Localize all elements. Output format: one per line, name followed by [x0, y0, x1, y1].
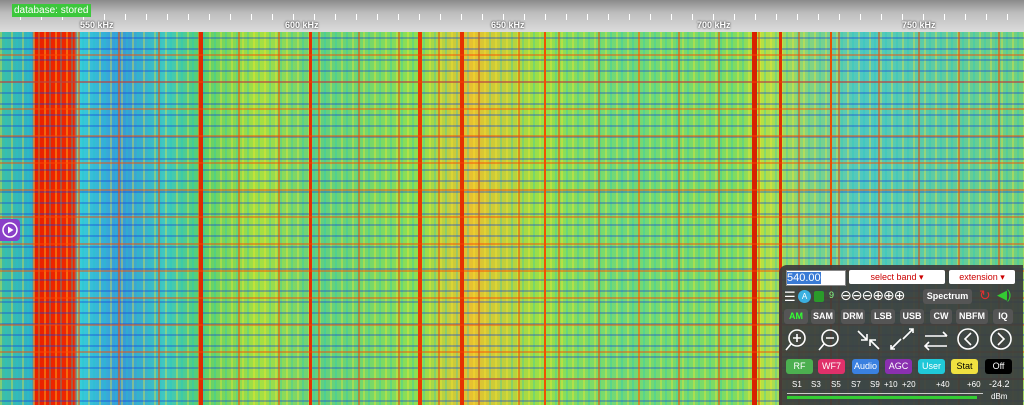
- menu-icon[interactable]: ☰: [784, 289, 796, 304]
- mode-button[interactable]: DRM: [841, 309, 865, 324]
- audio-button[interactable]: Audio: [852, 359, 879, 374]
- frequency-input[interactable]: 540.00: [786, 270, 846, 286]
- smeter-reading: -24.2: [989, 379, 1010, 389]
- mode-button[interactable]: SAM: [811, 309, 835, 324]
- play-icon: [2, 222, 18, 238]
- step-badge: 9: [829, 290, 835, 300]
- smeter-label: +40: [936, 380, 950, 389]
- agc-button[interactable]: AGC: [885, 359, 912, 374]
- mode-button[interactable]: USB: [900, 309, 924, 324]
- zoom-nav-icons[interactable]: [783, 327, 1019, 353]
- mode-button[interactable]: NBFM: [956, 309, 988, 324]
- mode-button[interactable]: CW: [930, 309, 952, 324]
- smeter-bar: [787, 396, 977, 399]
- smeter-label: +20: [902, 380, 916, 389]
- smeter-label: S7: [851, 380, 861, 389]
- frequency-label: 550 kHz: [80, 20, 114, 30]
- user-button[interactable]: User: [918, 359, 945, 374]
- frequency-label: 700 kHz: [697, 20, 731, 30]
- extension-select[interactable]: extension ▾: [949, 270, 1015, 284]
- off-button[interactable]: Off: [985, 359, 1012, 374]
- stat-button[interactable]: Stat: [951, 359, 978, 374]
- step-icon[interactable]: [814, 291, 824, 302]
- reload-icon[interactable]: ↻: [979, 287, 991, 303]
- control-panel: 540.00 select band ▾ extension ▾ ☰ A 9 ⊖…: [779, 265, 1023, 405]
- frequency-value: 540.00: [787, 272, 821, 284]
- mode-button[interactable]: IQ: [993, 309, 1013, 324]
- extension-select-text: extension: [959, 272, 998, 282]
- smeter-label: S5: [831, 380, 841, 389]
- mode-button[interactable]: LSB: [871, 309, 895, 324]
- spectrum-button[interactable]: Spectrum: [923, 289, 972, 304]
- smeter-label: +10: [884, 380, 898, 389]
- frequency-label: 750 kHz: [902, 20, 936, 30]
- smeter-label: S9: [870, 380, 880, 389]
- smeter-label: +60: [967, 380, 981, 389]
- smeter-unit: dBm: [991, 392, 1008, 401]
- band-select-text: select band: [870, 272, 917, 282]
- volume-icon[interactable]: ◀): [997, 287, 1012, 302]
- mode-button[interactable]: AM: [784, 309, 808, 324]
- wf-button[interactable]: WF7: [818, 359, 845, 374]
- smeter-scale: [787, 393, 983, 394]
- smeter-label: S1: [792, 380, 802, 389]
- rf-button[interactable]: RF: [786, 359, 813, 374]
- zoom-icons[interactable]: ⊖⊖⊖⊕⊕⊕: [840, 287, 905, 303]
- frequency-label: 600 kHz: [285, 20, 319, 30]
- band-select[interactable]: select band ▾: [849, 270, 945, 284]
- smeter-label: S3: [811, 380, 821, 389]
- frequency-label: 650 kHz: [491, 20, 525, 30]
- play-button[interactable]: [0, 219, 20, 241]
- agc-badge[interactable]: A: [798, 290, 811, 303]
- database-status: database: stored: [12, 4, 91, 17]
- frequency-scale: database: stored 550 kHz 600 kHz 650 kHz…: [0, 0, 1024, 32]
